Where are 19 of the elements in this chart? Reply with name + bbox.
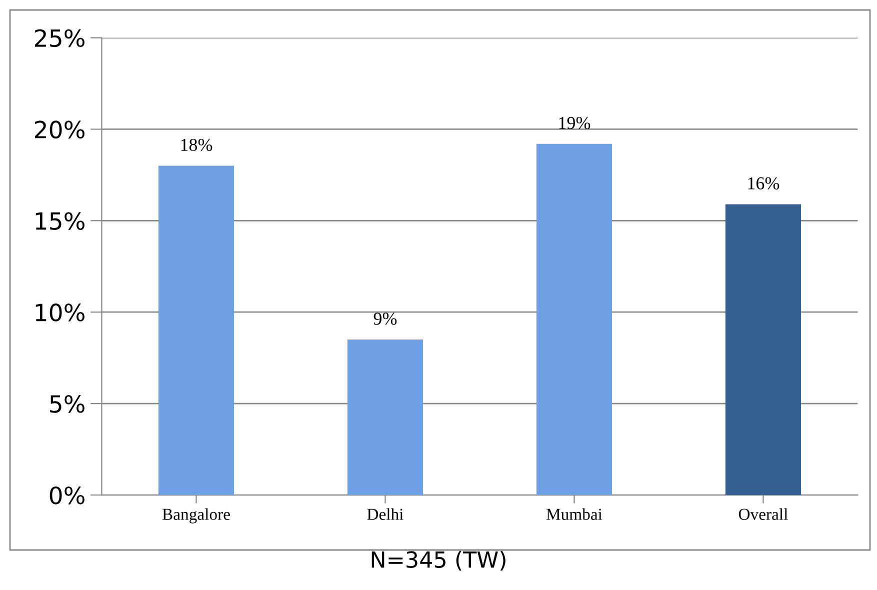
y-tick-label: 20% <box>35 120 84 139</box>
bar <box>158 166 234 496</box>
text: N=345 (TW) <box>372 550 506 571</box>
bar <box>725 204 802 496</box>
y-tick-label: 0% <box>50 486 84 504</box>
bar <box>536 144 612 496</box>
bar <box>347 340 424 496</box>
data-label: 19% <box>559 116 590 130</box>
y-tick-label: 25% <box>35 29 84 48</box>
y-tick-label: 5% <box>50 395 84 413</box>
x-tick-label: Overall <box>738 508 788 520</box>
y-tick-label: 15% <box>36 212 84 230</box>
x-tick-label: Bangalore <box>162 508 230 524</box>
data-label: 16% <box>748 177 780 190</box>
data-label: 18% <box>181 138 212 152</box>
x-tick-label: Delhi <box>367 508 404 520</box>
data-label: 9% <box>374 312 397 325</box>
x-tick-label: Mumbai <box>546 508 602 520</box>
y-tick-label: 10% <box>36 304 84 322</box>
